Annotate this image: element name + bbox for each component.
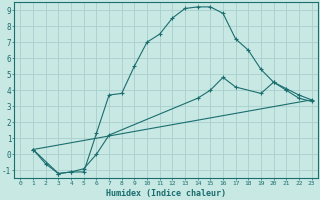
X-axis label: Humidex (Indice chaleur): Humidex (Indice chaleur) (106, 189, 226, 198)
